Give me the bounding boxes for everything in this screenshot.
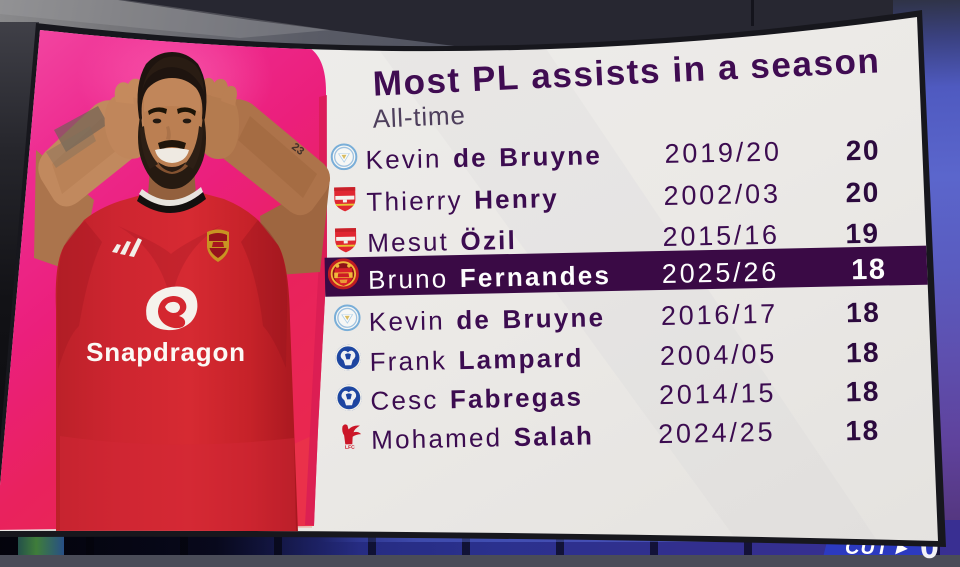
svg-text:LFC: LFC [345,445,355,450]
svg-text:23: 23 [289,141,306,158]
svg-text:Snapdragon: Snapdragon [86,337,246,367]
